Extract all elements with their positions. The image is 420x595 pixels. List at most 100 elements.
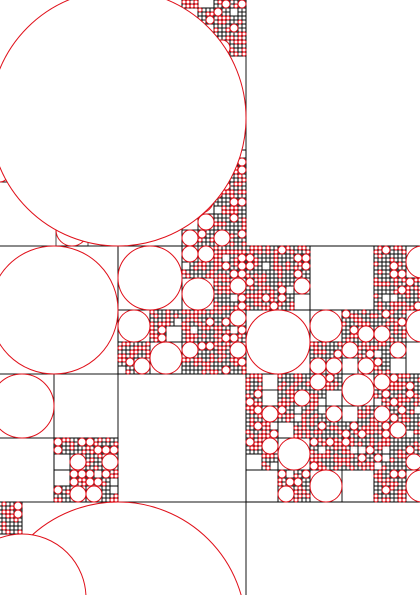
circle bbox=[309, 373, 327, 391]
circle bbox=[245, 261, 255, 271]
circle bbox=[369, 465, 375, 471]
circle bbox=[405, 277, 415, 287]
circle bbox=[381, 281, 387, 287]
circle bbox=[141, 345, 147, 351]
circle bbox=[349, 441, 355, 447]
circle bbox=[297, 493, 303, 499]
circle bbox=[101, 453, 119, 471]
circle bbox=[333, 445, 339, 451]
circle bbox=[213, 333, 219, 339]
circle bbox=[53, 437, 63, 447]
circle bbox=[201, 265, 207, 271]
circle bbox=[5, 513, 11, 519]
circle bbox=[357, 441, 363, 447]
circle bbox=[401, 397, 407, 403]
circle bbox=[257, 249, 263, 255]
circle bbox=[393, 277, 399, 283]
circle bbox=[193, 333, 199, 339]
circle bbox=[245, 305, 251, 311]
circle bbox=[217, 221, 223, 227]
circle bbox=[285, 389, 291, 395]
circle bbox=[341, 321, 347, 327]
circle bbox=[265, 453, 271, 459]
circle bbox=[381, 341, 387, 347]
circle bbox=[413, 429, 419, 435]
circle bbox=[277, 413, 283, 419]
circle bbox=[193, 317, 199, 323]
circle bbox=[213, 245, 219, 251]
circle bbox=[125, 341, 131, 347]
circle bbox=[285, 245, 291, 251]
circle bbox=[229, 309, 247, 327]
circle bbox=[93, 465, 99, 471]
circle bbox=[217, 329, 223, 335]
circle bbox=[389, 301, 395, 307]
circle bbox=[261, 285, 267, 291]
circle bbox=[197, 7, 203, 13]
circle bbox=[205, 273, 211, 279]
circle bbox=[357, 345, 363, 351]
circle bbox=[277, 385, 283, 391]
circle bbox=[397, 397, 403, 403]
circle bbox=[225, 285, 231, 291]
circle bbox=[405, 417, 411, 423]
circle bbox=[305, 433, 311, 439]
circle bbox=[133, 345, 139, 351]
circle bbox=[357, 325, 375, 343]
circle bbox=[293, 373, 299, 379]
circle bbox=[309, 457, 315, 463]
circle bbox=[337, 429, 343, 435]
grid-square bbox=[417, 417, 420, 423]
circle bbox=[237, 39, 243, 45]
circle bbox=[333, 425, 339, 431]
circle bbox=[381, 245, 391, 255]
circle bbox=[277, 293, 287, 303]
circle bbox=[257, 245, 263, 251]
circle bbox=[341, 445, 347, 451]
circle bbox=[377, 429, 383, 435]
circle bbox=[277, 265, 283, 271]
circle bbox=[341, 429, 351, 439]
circle bbox=[293, 265, 299, 271]
circle bbox=[377, 369, 383, 375]
circle bbox=[85, 485, 103, 503]
circle bbox=[145, 353, 151, 359]
circle bbox=[265, 425, 271, 431]
circle bbox=[245, 377, 251, 383]
circle bbox=[325, 381, 331, 387]
circle bbox=[309, 401, 315, 407]
circle bbox=[193, 357, 199, 363]
circle bbox=[149, 321, 155, 327]
circle bbox=[365, 429, 371, 435]
circle bbox=[185, 337, 191, 343]
circle bbox=[249, 417, 255, 423]
circle bbox=[237, 253, 247, 263]
circle bbox=[121, 353, 127, 359]
circle bbox=[201, 361, 207, 367]
circle bbox=[277, 437, 311, 471]
circle bbox=[293, 381, 299, 387]
circle bbox=[325, 385, 331, 391]
circle bbox=[389, 481, 395, 487]
circle bbox=[213, 7, 223, 17]
circle bbox=[273, 257, 279, 263]
circle bbox=[345, 457, 351, 463]
circle bbox=[297, 429, 303, 435]
circle bbox=[229, 249, 235, 255]
circle bbox=[333, 457, 339, 463]
circle bbox=[233, 257, 239, 263]
circle bbox=[333, 381, 339, 387]
circle bbox=[337, 441, 343, 447]
circle bbox=[217, 357, 223, 363]
circle bbox=[277, 481, 283, 487]
circle bbox=[213, 261, 219, 267]
circle bbox=[253, 273, 259, 279]
circle bbox=[197, 229, 207, 239]
circle bbox=[209, 353, 215, 359]
circle bbox=[301, 421, 307, 427]
circle bbox=[113, 493, 119, 499]
circle bbox=[233, 209, 239, 215]
circle bbox=[85, 477, 95, 487]
circle bbox=[261, 433, 267, 439]
circle bbox=[117, 245, 183, 311]
